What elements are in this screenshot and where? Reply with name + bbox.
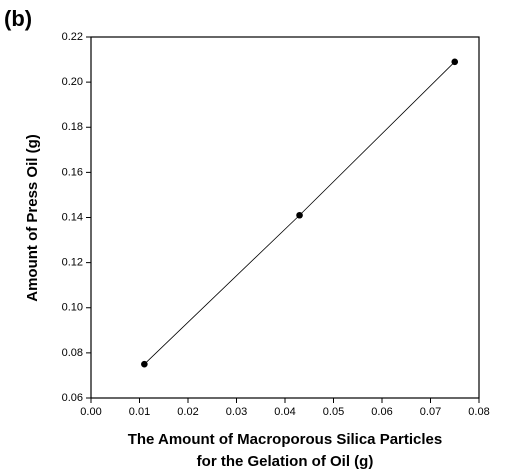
panel-label: (b) — [4, 6, 32, 31]
x-tick-label: 0.04 — [274, 406, 295, 418]
y-tick-label: 0.06 — [62, 392, 83, 404]
point — [296, 211, 303, 219]
point — [141, 360, 148, 368]
x-tick-label: 0.08 — [468, 406, 489, 418]
point — [451, 58, 459, 66]
y-tick-label: 0.18 — [62, 121, 83, 133]
x-axis-label: The Amount of Macroporous Silica Particl… — [128, 431, 443, 448]
y-tick-label: 0.08 — [62, 347, 83, 359]
y-tick-label: 0.22 — [62, 31, 83, 43]
x-tick-label: 0.03 — [226, 406, 247, 418]
y-tick-label: 0.20 — [62, 76, 83, 88]
x-tick-label: 0.01 — [129, 406, 150, 418]
x-tick-label: 0.05 — [323, 406, 344, 418]
x-tick-label: 0.00 — [80, 406, 101, 418]
y-tick-label: 0.14 — [62, 211, 83, 223]
x-tick-label: 0.02 — [177, 406, 198, 418]
y-axis-label: Amount of Press Oil (g) — [24, 134, 41, 302]
y-tick-label: 0.10 — [62, 302, 83, 314]
plot-frame — [90, 36, 480, 399]
x-tick-label: 0.07 — [420, 406, 441, 418]
y-tick-label: 0.16 — [62, 166, 83, 178]
x-tick-label: 0.06 — [371, 406, 392, 418]
x-axis-label: for the Gelation of Oil (g) — [197, 453, 374, 470]
y-tick-label: 0.12 — [62, 257, 83, 269]
